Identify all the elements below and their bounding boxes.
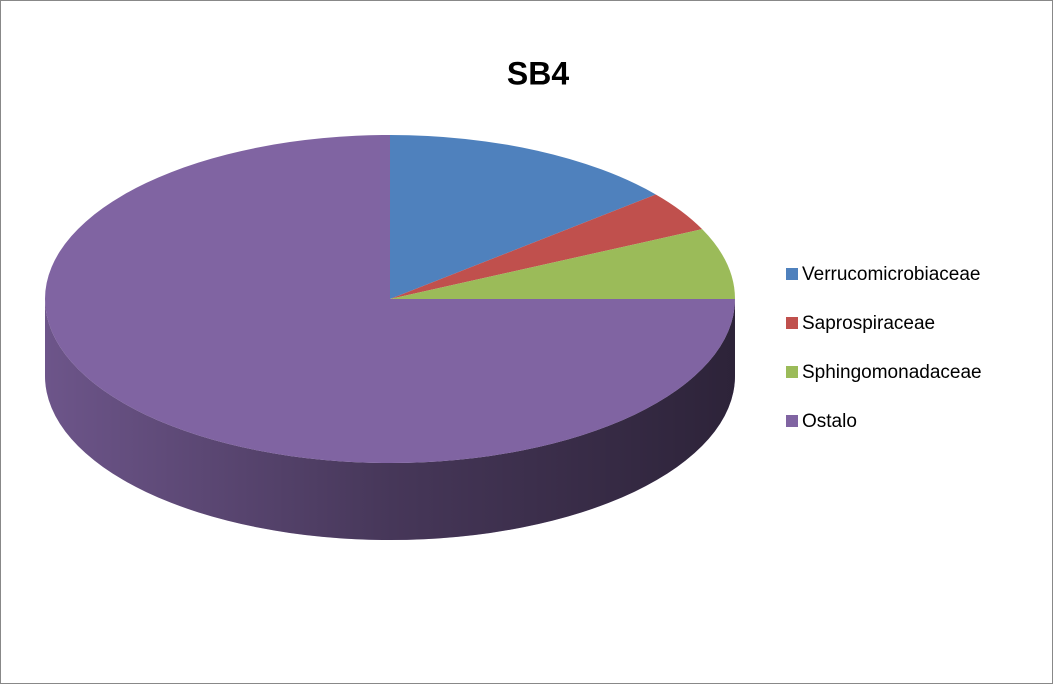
- legend-label: Verrucomicrobiaceae: [802, 264, 980, 285]
- slice: [390, 194, 703, 299]
- slice: [390, 135, 656, 299]
- slice: [390, 229, 735, 299]
- legend-label: Saprospiraceae: [802, 313, 935, 334]
- legend-swatch: [786, 415, 798, 427]
- chart-title: SB4: [507, 55, 569, 91]
- slice: [45, 135, 735, 463]
- legend-swatch: [786, 366, 798, 378]
- legend-swatch: [786, 317, 798, 329]
- legend-swatch: [786, 268, 798, 280]
- legend-label: Ostalo: [802, 411, 857, 432]
- legend-label: Sphingomonadaceae: [802, 362, 982, 383]
- slice-side-shade: [45, 299, 735, 540]
